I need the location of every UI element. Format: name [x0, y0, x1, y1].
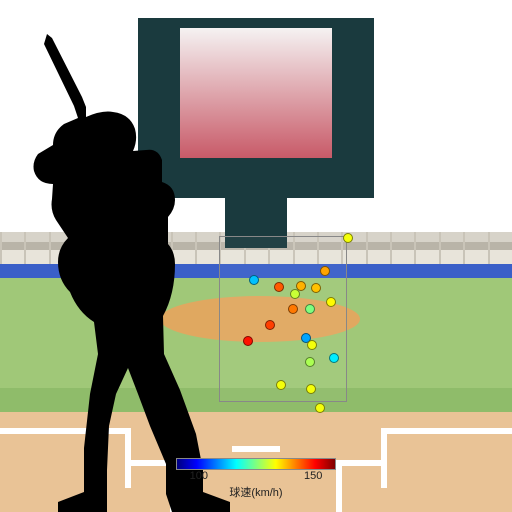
- pitch-point: [307, 340, 317, 350]
- pitch-point: [249, 275, 259, 285]
- pitch-point: [305, 304, 315, 314]
- pitch-point: [274, 282, 284, 292]
- home-plate: [232, 446, 280, 452]
- foul-line-right: [382, 428, 512, 434]
- strike-zone: [219, 236, 347, 402]
- colorbar-tick: 100: [190, 470, 208, 482]
- pitch-point: [276, 380, 286, 390]
- box-line: [381, 428, 387, 488]
- box-line: [336, 460, 342, 512]
- pitch-point: [290, 289, 300, 299]
- colorbar-tick: 150: [304, 470, 322, 482]
- batter-silhouette: [0, 34, 230, 512]
- pitch-point: [265, 320, 275, 330]
- colorbar-ticks: 100 150: [176, 470, 336, 484]
- pitch-point: [315, 403, 325, 413]
- pitch-point: [311, 283, 321, 293]
- pitch-point: [243, 336, 253, 346]
- colorbar-label: 球速(km/h): [176, 484, 336, 500]
- pitch-point: [329, 353, 339, 363]
- colorbar: [176, 458, 336, 470]
- pitch-point: [326, 297, 336, 307]
- box-line: [339, 460, 381, 466]
- colorbar-legend: 100 150 球速(km/h): [176, 458, 336, 500]
- pitch-point: [320, 266, 330, 276]
- pitch-point: [305, 357, 315, 367]
- pitch-point: [343, 233, 353, 243]
- pitch-point: [288, 304, 298, 314]
- pitch-point: [306, 384, 316, 394]
